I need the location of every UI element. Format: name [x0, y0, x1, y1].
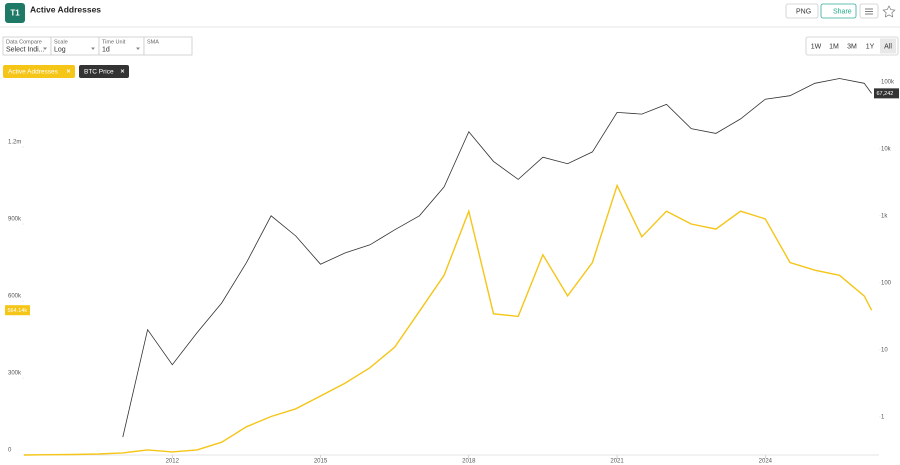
- current-value-label: 67,242: [877, 91, 894, 97]
- y2-tick-label: 1: [881, 414, 885, 420]
- menu-button[interactable]: [859, 3, 879, 19]
- control-label: Time Unit: [102, 39, 126, 45]
- current-value-badge: [5, 305, 30, 316]
- y2-tick-label: 10k: [881, 146, 892, 152]
- range-active: [880, 38, 896, 54]
- control-value[interactable]: 1d: [102, 46, 110, 53]
- legend-close[interactable]: [120, 69, 125, 73]
- range-button[interactable]: 1Y: [866, 43, 875, 50]
- y2-tick-label: 10: [881, 347, 888, 353]
- y-tick-label: 0: [8, 448, 12, 454]
- share-button[interactable]: [820, 3, 857, 19]
- current-value-badge: [874, 88, 899, 99]
- control-label: Scale: [54, 39, 68, 45]
- x-tick-label: 2021: [610, 459, 624, 465]
- png-button[interactable]: [785, 3, 819, 19]
- menu-icon: [865, 8, 873, 15]
- control-box[interactable]: [143, 36, 193, 56]
- y2-tick-label: 1k: [881, 213, 888, 219]
- range-button[interactable]: 1M: [829, 43, 839, 50]
- control-value[interactable]: Select Indi...: [6, 46, 45, 53]
- page-title: Active Addresses: [30, 4, 101, 14]
- y-tick-label: 300k: [8, 371, 22, 377]
- range-button[interactable]: 1W: [811, 43, 822, 50]
- share-button-label[interactable]: Share: [833, 8, 852, 15]
- x-tick-label: 2015: [314, 459, 328, 465]
- logo-text: T1: [10, 9, 20, 18]
- legend-chip[interactable]: [79, 65, 129, 78]
- current-value-label: 564.14k: [8, 308, 28, 314]
- range-group: [805, 36, 899, 56]
- dropdown-arrow: [91, 47, 95, 50]
- dropdown-arrow: [136, 47, 140, 50]
- series-line: [23, 183, 873, 456]
- y2-tick-label: 100: [881, 280, 892, 286]
- control-label: SMA: [147, 39, 159, 45]
- control-value[interactable]: Log: [54, 46, 66, 53]
- control-label: Data Compare: [6, 39, 42, 45]
- y2-tick-label: 100k: [881, 79, 895, 85]
- logo: [5, 3, 25, 23]
- x-tick-label: 2012: [166, 459, 180, 465]
- y-tick-label: 1.2m: [8, 140, 21, 146]
- y-tick-label: 900k: [8, 217, 22, 223]
- range-button[interactable]: All: [884, 43, 892, 50]
- legend-close[interactable]: [66, 69, 71, 73]
- range-button[interactable]: 3M: [847, 43, 857, 50]
- y-tick-label: 600k: [8, 294, 22, 300]
- legend-chip[interactable]: [3, 65, 75, 78]
- series-line: [122, 78, 872, 438]
- star-icon[interactable]: [882, 5, 896, 18]
- legend-label[interactable]: Active Addresses: [8, 69, 59, 76]
- png-button-label[interactable]: PNG: [796, 8, 811, 15]
- legend-label[interactable]: BTC Price: [84, 69, 114, 76]
- x-tick-label: 2018: [462, 459, 476, 465]
- x-tick-label: 2024: [759, 459, 773, 465]
- dropdown-arrow: [43, 47, 47, 50]
